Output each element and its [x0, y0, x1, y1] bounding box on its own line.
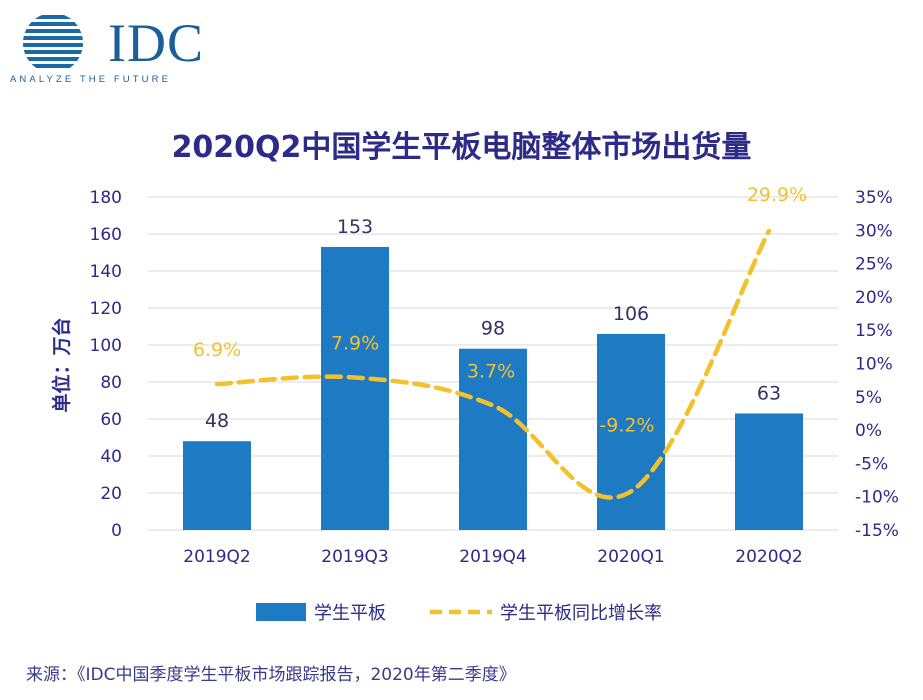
y2-tick-label: 0%: [855, 421, 882, 441]
growth-value-label: 3.7%: [467, 360, 515, 382]
y2-tick-label: 30%: [855, 221, 893, 241]
y-tick-label: 100: [90, 336, 122, 356]
legend-bar-swatch: [256, 603, 306, 621]
growth-line: [214, 228, 772, 500]
y2-tick-label: 5%: [855, 388, 882, 408]
y-tick-label: 140: [90, 262, 122, 282]
legend-line-label: 学生平板同比增长率: [500, 603, 662, 624]
growth-value-label: 29.9%: [747, 184, 807, 206]
y-tick-label: 80: [100, 373, 122, 393]
y2-tick-label: -5%: [855, 454, 888, 474]
y-tick-label: 60: [100, 410, 122, 430]
globe-icon: [23, 15, 83, 68]
y2-tick-label: 10%: [855, 355, 893, 375]
bar-value-label: 48: [205, 410, 229, 432]
y2-tick-label: 20%: [855, 288, 893, 308]
y2-tick-label: 35%: [855, 188, 893, 208]
x-tick-label: 2020Q1: [597, 547, 664, 567]
logo-wordmark: IDC: [108, 13, 204, 73]
bar-value-label: 153: [337, 216, 373, 238]
x-tick-label: 2019Q3: [321, 547, 388, 567]
growth-value-label: -9.2%: [599, 414, 654, 436]
growth-data-labels: 6.9% 7.9% 3.7% -9.2% 29.9%: [193, 184, 807, 436]
y-axis-left: 180 160 140 120 100 80 60 40 20 0: [90, 188, 122, 541]
growth-line-series: [214, 228, 772, 500]
bar-value-label: 98: [481, 318, 505, 340]
y2-tick-label: -15%: [855, 521, 899, 541]
bar-value-label: 63: [757, 382, 781, 404]
bar: [321, 246, 389, 530]
chart-title: 2020Q2中国学生平板电脑整体市场出货量: [171, 130, 752, 165]
x-axis: 2019Q2 2019Q3 2019Q4 2020Q1 2020Q2: [183, 547, 802, 567]
y-tick-label: 20: [100, 484, 122, 504]
bar: [735, 413, 803, 530]
y2-tick-label: -10%: [855, 488, 899, 508]
x-tick-label: 2019Q4: [459, 547, 526, 567]
y-tick-label: 40: [100, 447, 122, 467]
growth-value-label: 6.9%: [193, 339, 241, 361]
bar: [183, 441, 251, 530]
source-note: 来源：《IDC中国季度学生平板市场跟踪报告，2020年第二季度》: [26, 665, 516, 685]
y-tick-label: 160: [90, 225, 122, 245]
y2-tick-label: 15%: [855, 321, 893, 341]
legend: 学生平板 学生平板同比增长率: [256, 603, 662, 624]
idc-logo: IDC ANALYZE THE FUTURE: [8, 10, 238, 85]
bar-series: [183, 246, 803, 530]
bar-value-label: 106: [613, 303, 649, 325]
y-tick-label: 120: [90, 299, 122, 319]
x-tick-label: 2019Q2: [183, 547, 250, 567]
bar-data-labels: 48 153 98 106 63: [205, 216, 781, 432]
legend-bar-label: 学生平板: [314, 603, 386, 624]
bar: [459, 348, 527, 530]
y-axis-label: 单位：万台: [50, 317, 73, 412]
x-tick-label: 2020Q2: [735, 547, 802, 567]
y2-tick-label: 25%: [855, 255, 893, 275]
y-axis-right: 35% 30% 25% 20% 15% 10% 5% 0% -5% -10% -15%: [855, 188, 899, 541]
logo-tagline: ANALYZE THE FUTURE: [10, 74, 172, 85]
growth-value-label: 7.9%: [331, 332, 379, 354]
y-tick-label: 0: [111, 521, 122, 541]
y-tick-label: 180: [90, 188, 122, 208]
